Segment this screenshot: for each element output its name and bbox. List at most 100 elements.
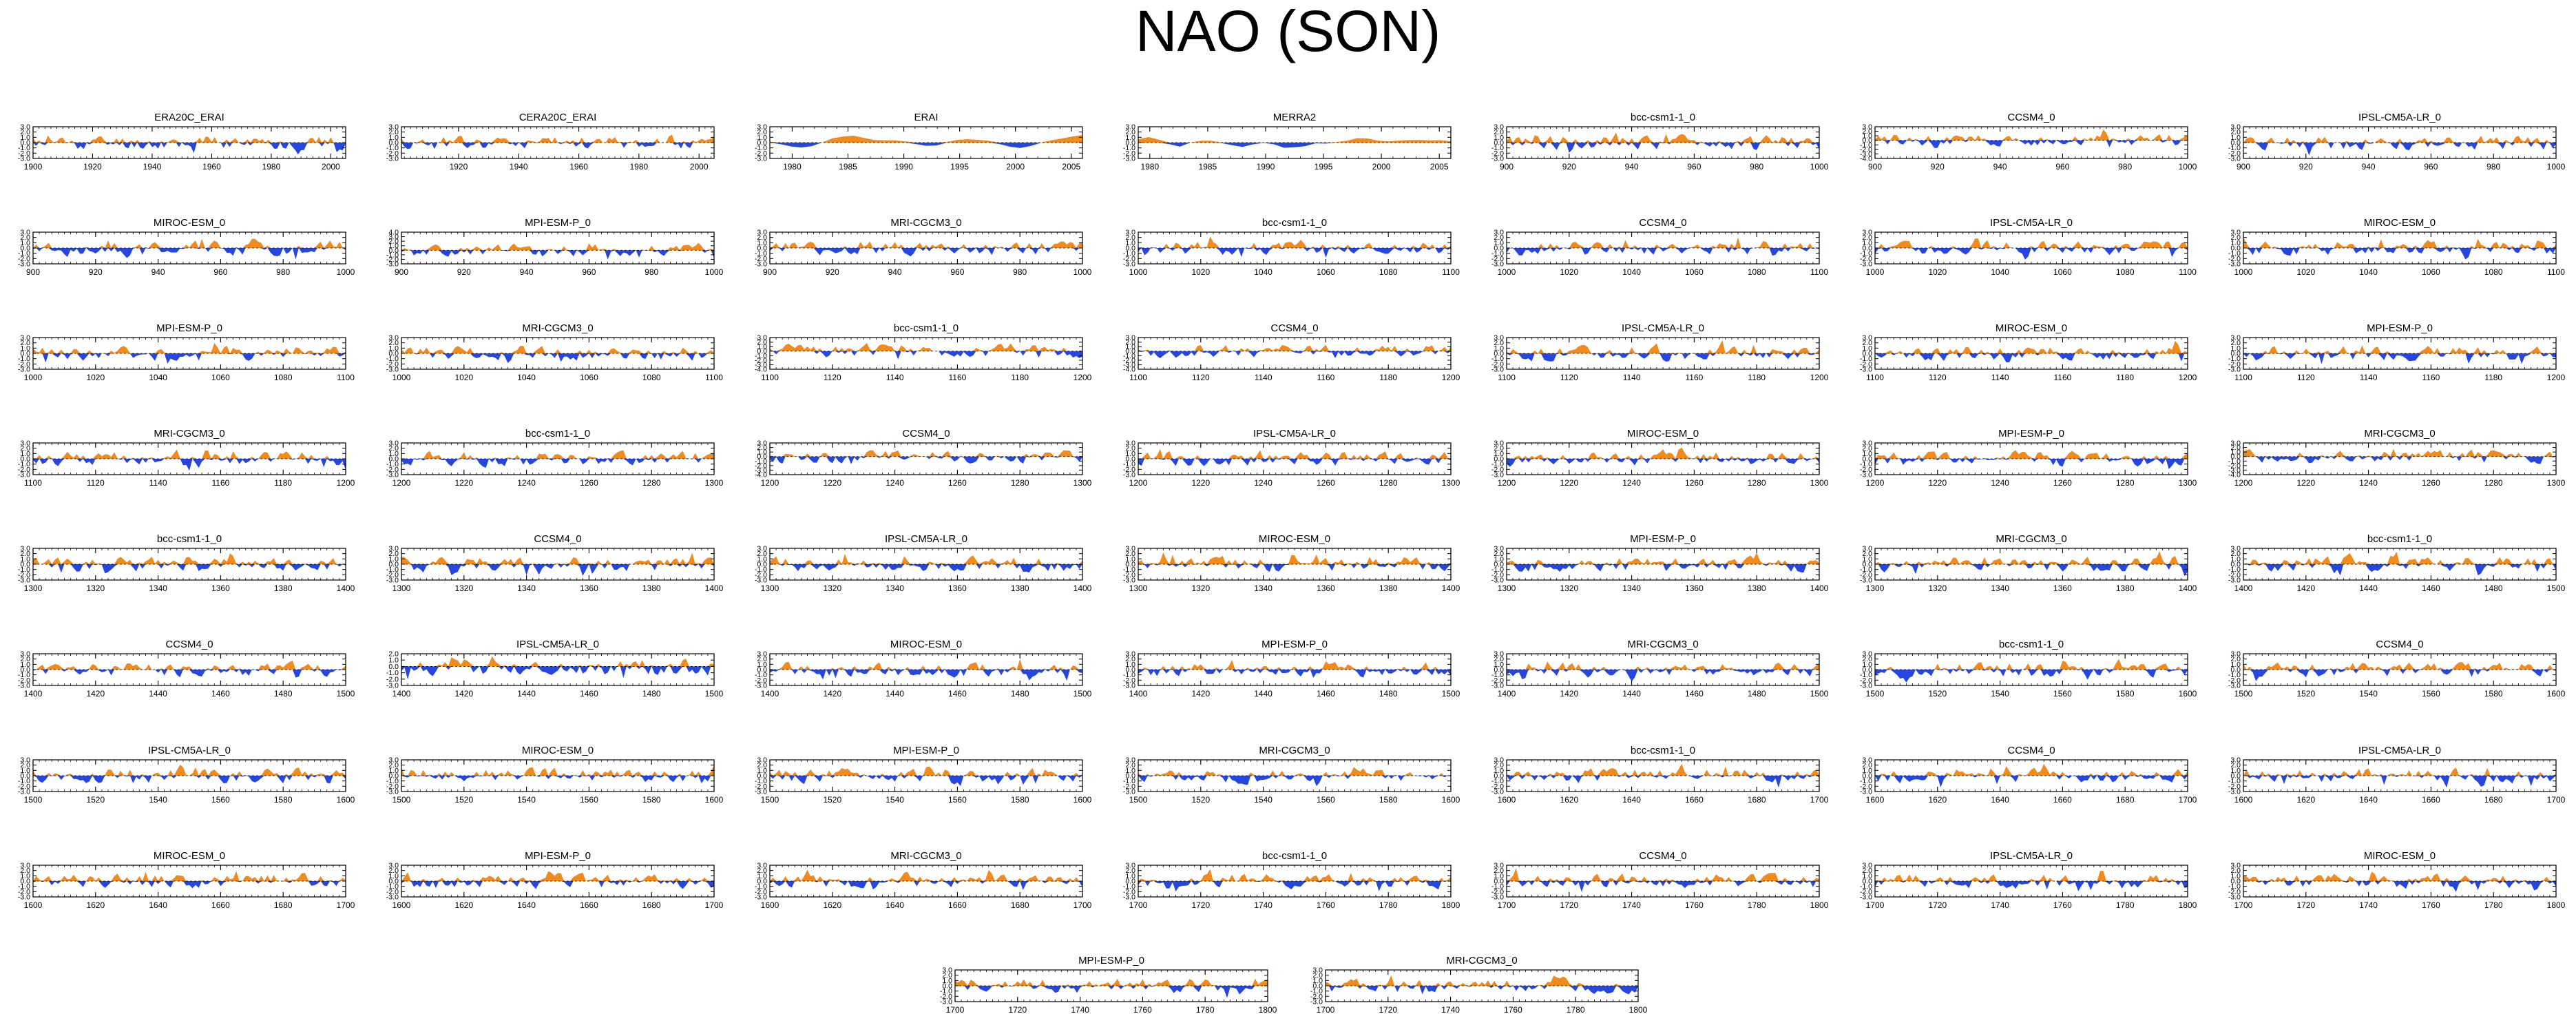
y-tick-label: 1.0 — [20, 450, 30, 458]
y-tick-label: 1.0 — [757, 134, 767, 142]
x-tick-label: 1020 — [1928, 267, 1947, 277]
y-tick-label: 2.0 — [1494, 339, 1504, 347]
y-tick-label: 0.0 — [388, 139, 399, 147]
y-tick-label: 2.0 — [2230, 339, 2241, 347]
negative-area — [33, 459, 346, 471]
y-tick-label: -3.0 — [1123, 155, 1135, 163]
y-tick-label: -2.0 — [18, 360, 30, 369]
positive-area — [401, 242, 714, 251]
x-tick-label: 1100 — [1810, 267, 1828, 277]
y-tick-label: 1.0 — [20, 555, 30, 563]
y-tick-label: -3.0 — [386, 155, 399, 163]
x-tick-label: 1340 — [1622, 583, 1641, 593]
negative-area — [1875, 353, 2188, 363]
y-tick-label: -1.0 — [755, 144, 767, 152]
x-tick-label: 1300 — [2547, 478, 2566, 488]
panel-title: MRI-CGCM3_0 — [522, 322, 593, 334]
x-tick-label: 1400 — [705, 583, 724, 593]
panel-title: CCSM4_0 — [902, 428, 950, 440]
panel-title: bcc-csm1-1_0 — [525, 428, 590, 440]
x-tick-label: 900 — [26, 267, 40, 277]
x-tick-label: 1140 — [1991, 373, 2009, 382]
x-tick-label: 1940 — [510, 162, 528, 172]
y-tick-label: -4.0 — [1860, 155, 1872, 163]
positive-area — [1507, 132, 1819, 143]
y-tick-label: 1.0 — [757, 239, 767, 247]
x-tick-label: 900 — [1500, 162, 1514, 172]
positive-area — [33, 449, 346, 459]
negative-area — [33, 353, 346, 364]
positive-area — [1875, 130, 2188, 141]
y-tick-label: 2.0 — [20, 444, 30, 453]
panel-title: CCSM4_0 — [1639, 217, 1686, 229]
x-tick-label: 1260 — [1317, 478, 1335, 488]
y-tick-label: 2.0 — [2230, 444, 2241, 452]
positive-area — [2243, 448, 2556, 457]
positive-area — [401, 346, 714, 353]
y-tick-label: -3.0 — [386, 577, 399, 585]
panel-title: ERAI — [914, 112, 938, 123]
panel-title: MRI-CGCM3_0 — [1996, 533, 2066, 545]
y-tick-label: 1.0 — [20, 344, 30, 353]
positive-area — [1138, 236, 1451, 248]
x-tick-label: 1000 — [1810, 162, 1829, 172]
x-tick-label: 1400 — [1074, 583, 1092, 593]
positive-area — [1138, 552, 1451, 564]
x-tick-label: 960 — [213, 267, 227, 277]
x-tick-label: 1100 — [705, 373, 723, 382]
y-tick-label: 0.0 — [20, 455, 30, 464]
y-tick-label: 1.0 — [2230, 344, 2241, 353]
x-tick-label: 1000 — [1498, 267, 1516, 277]
y-tick-label: -3.0 — [386, 471, 399, 479]
y-tick-label: -3.0 — [18, 577, 30, 585]
x-tick-label: 1400 — [337, 583, 355, 593]
y-tick-label: -2.0 — [1491, 466, 1504, 474]
y-tick-label: 1.0 — [1862, 132, 1872, 141]
x-tick-label: 1020 — [454, 373, 473, 382]
y-tick-label: -2.0 — [1123, 356, 1135, 364]
y-tick-label: -2.0 — [1123, 466, 1135, 474]
y-tick-label: -1.0 — [1491, 144, 1504, 152]
x-tick-label: 1180 — [274, 478, 292, 488]
x-tick-label: 1200 — [1442, 373, 1460, 382]
y-tick-label: -3.0 — [18, 366, 30, 374]
panel-title: IPSL-CM5A-LR_0 — [1622, 322, 1704, 334]
x-tick-label: 1120 — [1929, 373, 1947, 382]
x-tick-label: 1240 — [2359, 478, 2378, 488]
x-tick-label: 940 — [520, 267, 534, 277]
panel-title: MIROC-ESM_0 — [1627, 428, 1699, 440]
y-tick-label: 1.0 — [1125, 343, 1135, 351]
y-tick-label: 1.0 — [757, 555, 767, 563]
y-tick-label: 2.0 — [1862, 234, 1872, 242]
y-tick-label: 3.0 — [1862, 229, 1872, 237]
x-tick-label: 1280 — [2484, 478, 2503, 488]
x-tick-label: 1060 — [1317, 267, 1335, 277]
x-tick-label: 1120 — [87, 478, 105, 488]
panel-title: CCSM4_0 — [2007, 112, 2055, 123]
x-tick-label: 1000 — [337, 267, 355, 277]
x-tick-label: 1160 — [2422, 373, 2440, 382]
x-tick-label: 1140 — [2360, 373, 2378, 382]
y-tick-label: 0.0 — [1494, 455, 1504, 464]
negative-area — [2243, 456, 2556, 464]
x-tick-label: 900 — [1868, 162, 1882, 172]
y-tick-label: 0.0 — [1125, 139, 1135, 147]
positive-area — [33, 553, 346, 564]
x-tick-label: 1220 — [454, 478, 473, 488]
x-tick-label: 1180 — [2116, 373, 2134, 382]
y-tick-label: 0.0 — [2230, 350, 2241, 358]
x-tick-label: 1080 — [642, 373, 661, 382]
y-tick-label: -3.0 — [18, 260, 30, 269]
y-tick-label: 4.0 — [388, 229, 399, 237]
negative-area — [2243, 564, 2556, 576]
y-tick-label: 2.0 — [20, 128, 30, 136]
negative-area — [1138, 248, 1451, 258]
x-tick-label: 1360 — [580, 583, 598, 593]
x-tick-label: 1300 — [1074, 478, 1092, 488]
x-tick-label: 1060 — [2422, 267, 2440, 277]
y-tick-label: 2.0 — [757, 338, 767, 347]
y-tick-label: -2.0 — [2228, 462, 2241, 470]
x-tick-label: 900 — [2237, 162, 2250, 172]
nao-panel: MPI-ESM-P_0 4.03.02.01.00.0-1.0-2.0-3.090… — [386, 217, 724, 277]
